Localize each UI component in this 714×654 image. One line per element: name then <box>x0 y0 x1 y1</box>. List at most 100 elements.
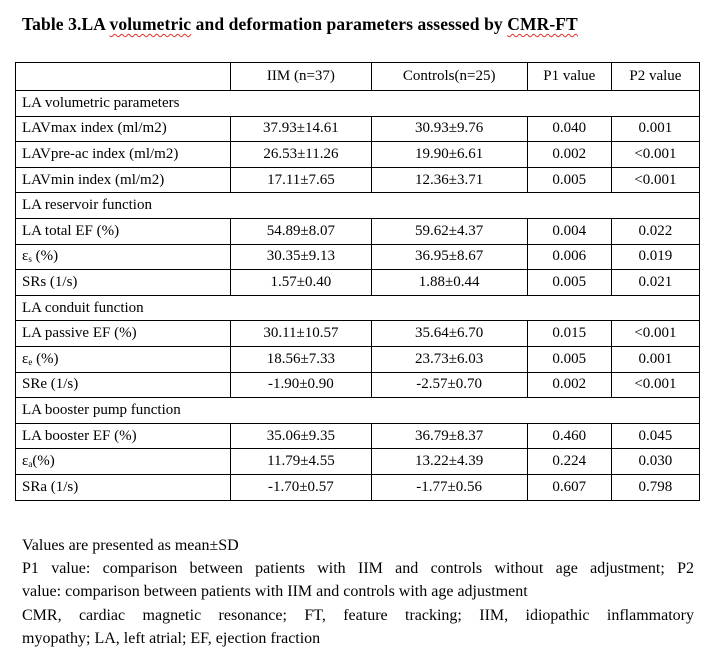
note: myopathy; LA, left atrial; EF, ejection … <box>22 629 321 647</box>
value-cell: 0.460 <box>526 422 612 450</box>
value-cell: 0.224 <box>526 448 612 475</box>
data-table: IIM (n=37) Controls(n=25) P1 value P2 va… <box>14 62 701 501</box>
section-title: LA volumetric parameters <box>15 90 700 117</box>
value-cell: 18.56±7.33 <box>230 345 372 373</box>
value-cell: 0.015 <box>526 320 612 347</box>
value-cell: <0.001 <box>610 320 701 347</box>
header-cell: Controls(n=25) <box>370 62 528 91</box>
value-cell: 0.001 <box>610 115 701 143</box>
table-row: LA booster EF (%) 35.06±9.35 36.79±8.37 0.4… <box>14 422 701 450</box>
value-cell: 23.73±6.03 <box>370 345 528 373</box>
section-row: LA conduit function <box>15 294 700 322</box>
value-cell: 0.607 <box>526 473 612 501</box>
label-text: SRa (1/s) <box>22 478 79 495</box>
row-label: εs (%) <box>14 243 232 271</box>
value-cell: 36.79±8.37 <box>370 422 528 450</box>
value-cell: 19.90±6.61 <box>370 141 528 168</box>
value-cell: -1.77±0.56 <box>370 473 528 501</box>
label-text: LA passive EF (%) <box>22 325 137 342</box>
note: P1 value: comparison between patients wi… <box>22 560 694 578</box>
header-cell: P1 value <box>526 62 612 91</box>
value-cell: 0.022 <box>610 217 701 245</box>
table-row: LA passive EF (%) 30.11±10.57 35.64±6.70 0.… <box>14 320 701 347</box>
header-cell <box>14 62 232 91</box>
label-text: LAVmin index (ml/m2) <box>22 171 165 188</box>
value-cell: <0.001 <box>610 141 701 168</box>
label-subscript: e <box>28 356 33 367</box>
value-cell: 35.64±6.70 <box>370 320 528 347</box>
row-label: SRs (1/s) <box>14 269 232 296</box>
value-cell: 0.798 <box>610 473 701 501</box>
row-label: LA booster EF (%) <box>14 422 232 450</box>
row-label: SRe (1/s) <box>14 371 232 399</box>
value-cell: -1.90±0.90 <box>230 371 372 399</box>
value-cell: 0.005 <box>526 345 612 373</box>
value-cell: 0.001 <box>610 345 701 373</box>
value-cell: 26.53±11.26 <box>230 141 372 168</box>
label-text: LA total EF (%) <box>22 222 120 239</box>
header-cell: IIM (n=37) <box>230 62 372 91</box>
value-cell: 1.57±0.40 <box>230 269 372 296</box>
value-cell: 11.79±4.55 <box>230 448 372 475</box>
value-cell: -1.70±0.57 <box>230 473 372 501</box>
table-row: εs (%) 30.35±9.13 36.95±8.67 0.006 0.019 <box>14 243 701 271</box>
value-cell: 0.040 <box>526 115 612 143</box>
table-row: SRs (1/s) 1.57±0.40 1.88±0.44 0.005 0.021 <box>14 269 701 296</box>
section-row: LA booster pump function <box>15 397 700 424</box>
value-cell: 0.045 <box>610 422 701 450</box>
note: Values are presented as mean±SD <box>22 537 239 554</box>
value-cell: 54.89±8.07 <box>230 217 372 245</box>
value-cell: 30.35±9.13 <box>230 243 372 271</box>
section-title: LA booster pump function <box>15 397 700 424</box>
table-row: SRe (1/s) -1.90±0.90 -2.57±0.70 0.002 <0.001 <box>14 371 701 399</box>
value-cell: <0.001 <box>610 371 701 399</box>
header-row: IIM (n=37) Controls(n=25) P1 value P2 va… <box>14 62 701 91</box>
value-cell: <0.001 <box>610 166 701 194</box>
value-cell: 37.93±14.61 <box>230 115 372 143</box>
label-unit: (%) <box>31 248 59 265</box>
value-cell: 12.36±3.71 <box>370 166 528 194</box>
label-subscript: s <box>28 254 32 265</box>
section-title: LA reservoir function <box>15 192 700 219</box>
value-cell: 0.030 <box>610 448 701 475</box>
label-unit: (%) <box>32 453 55 470</box>
value-cell: 0.006 <box>526 243 612 271</box>
row-label: LAVpre-ac index (ml/m2) <box>14 141 232 168</box>
row-label: LA passive EF (%) <box>14 320 232 347</box>
table-row: SRa (1/s) -1.70±0.57 -1.77±0.56 0.607 0.798 <box>14 473 701 501</box>
note: CMR, cardiac magnetic resonance; FT, fea… <box>22 606 694 624</box>
value-cell: 30.93±9.76 <box>370 115 528 143</box>
value-cell: 59.62±4.37 <box>370 217 528 245</box>
label-text: ε <box>22 453 29 470</box>
row-label: LAVmin index (ml/m2) <box>14 166 232 194</box>
value-cell: 35.06±9.35 <box>230 422 372 450</box>
label-text: ε <box>22 248 29 265</box>
header-cell: P2 value <box>610 62 701 91</box>
label-text: ε <box>22 350 29 367</box>
section-row: LA volumetric parameters <box>15 90 700 117</box>
row-label: εe (%) <box>14 345 232 373</box>
row-label: εa(%) <box>14 448 232 475</box>
table-notes: Values are presented as mean±SD P1 value… <box>22 534 694 650</box>
label-text: LA booster EF (%) <box>22 427 137 444</box>
table-row: εa(%) 11.79±4.55 13.22±4.39 0.224 0.030 <box>14 448 701 475</box>
value-cell: 0.021 <box>610 269 701 296</box>
value-cell: 0.002 <box>526 371 612 399</box>
label-text: LAVmax index (ml/m2) <box>22 120 167 137</box>
table-row: LAVmin index (ml/m2) 17.11±7.65 12.36±3.71… <box>14 166 701 194</box>
label-text: SRs (1/s) <box>22 273 78 290</box>
value-cell: 36.95±8.67 <box>370 243 528 271</box>
label-unit: (%) <box>32 350 59 367</box>
table-row: LAVmax index (ml/m2) 37.93±14.61 30.93±9.7… <box>14 115 701 143</box>
title-text: volumetric <box>109 14 192 34</box>
value-cell: 17.11±7.65 <box>230 166 372 194</box>
title-text: CMR-FT <box>507 14 578 34</box>
note: value: comparison between patients with … <box>22 583 528 601</box>
row-label: SRa (1/s) <box>14 473 232 501</box>
title-text: Table 3.LA <box>22 14 110 34</box>
row-label: LA total EF (%) <box>14 217 232 245</box>
section-row: LA reservoir function <box>15 192 700 219</box>
value-cell: 13.22±4.39 <box>370 448 528 475</box>
value-cell: 0.002 <box>526 141 612 168</box>
value-cell: 0.005 <box>526 269 612 296</box>
